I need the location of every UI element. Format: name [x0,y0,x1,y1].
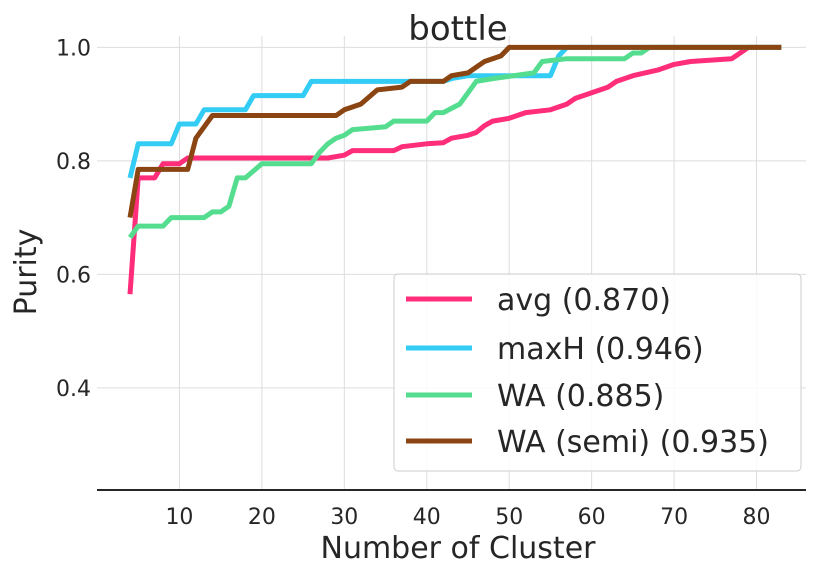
x-tick-label: 30 [330,505,358,530]
chart-title: bottle [408,9,507,49]
series-line-wa-semi [127,44,782,219]
series-line-wa [127,44,782,239]
legend-label-wa-semi: WA (semi) (0.935) [497,425,769,460]
y-tick-label: 0.8 [56,150,91,175]
x-tick-label: 10 [165,505,193,530]
series-line-maxh [127,44,782,179]
legend: avg (0.870) maxH (0.946) WA (0.885) WA (… [393,273,802,472]
y-tick-label: 0.6 [56,263,91,288]
x-tick-label: 50 [495,505,523,530]
series-line-avg [127,44,782,295]
x-tick-label: 60 [578,505,606,530]
tick-labels: 10 20 30 40 50 60 70 80 0.4 0.6 0.8 1.0 [56,36,771,530]
y-tick-label: 1.0 [56,36,91,61]
legend-label-avg: avg (0.870) [497,283,671,318]
x-tick-label: 20 [248,505,276,530]
x-axis-label: Number of Cluster [321,531,597,566]
y-tick-label: 0.4 [56,377,91,402]
y-axis-label: Purity [9,229,44,316]
series-layer [127,44,782,295]
x-tick-label: 70 [660,505,688,530]
legend-box [393,273,802,472]
x-tick-label: 80 [743,505,771,530]
x-tick-label: 40 [413,505,441,530]
legend-label-wa: WA (0.885) [497,379,664,414]
legend-label-maxh: maxH (0.946) [497,332,704,367]
